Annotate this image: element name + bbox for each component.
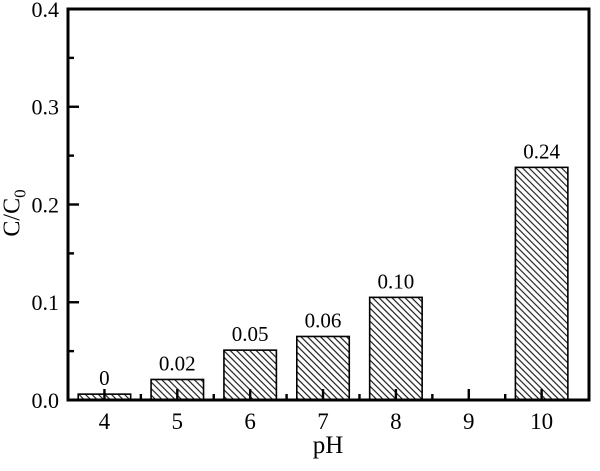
axis-ticks-layer: [68, 7, 543, 402]
x-tick-label: 8: [390, 409, 402, 434]
bar-value-label: 0.05: [232, 322, 269, 346]
y-axis-label-subscript: 0: [10, 189, 30, 198]
y-tick-label: 0.4: [32, 0, 60, 22]
x-tick-label: 7: [317, 409, 329, 434]
bar-value-label: 0: [99, 366, 110, 390]
plot-frame: [66, 7, 591, 402]
bar-value-label: 0.06: [305, 308, 342, 332]
y-axis-label: C/C0: [0, 189, 30, 236]
bar-value-label: 0.24: [523, 139, 560, 163]
axis-tick-labels-layer: 0.0 0.1 0.2 0.3 0.4 0 0.02 0.05 0.06 0.10 0.24 4 5 6 7…: [32, 0, 561, 434]
x-tick-label: 10: [530, 409, 553, 434]
x-tick-label: 5: [172, 409, 184, 434]
bars-layer: [77, 166, 569, 401]
bar-hatch-ph-10: [514, 166, 569, 401]
bar-value-label: 0.02: [159, 351, 196, 375]
bar-hatch-ph-8: [368, 296, 423, 401]
y-axis-label-main: C/C: [0, 197, 26, 237]
y-tick-label: 0.0: [32, 388, 60, 413]
x-tick-label: 9: [463, 409, 475, 434]
y-tick-label: 0.1: [32, 290, 60, 315]
x-tick-label: 6: [244, 409, 256, 434]
x-axis-label: pH: [312, 432, 344, 459]
bar-value-label: 0.10: [378, 269, 415, 293]
x-tick-label: 4: [99, 409, 111, 434]
y-tick-label: 0.3: [32, 95, 60, 120]
y-tick-label: 0.2: [32, 192, 60, 217]
